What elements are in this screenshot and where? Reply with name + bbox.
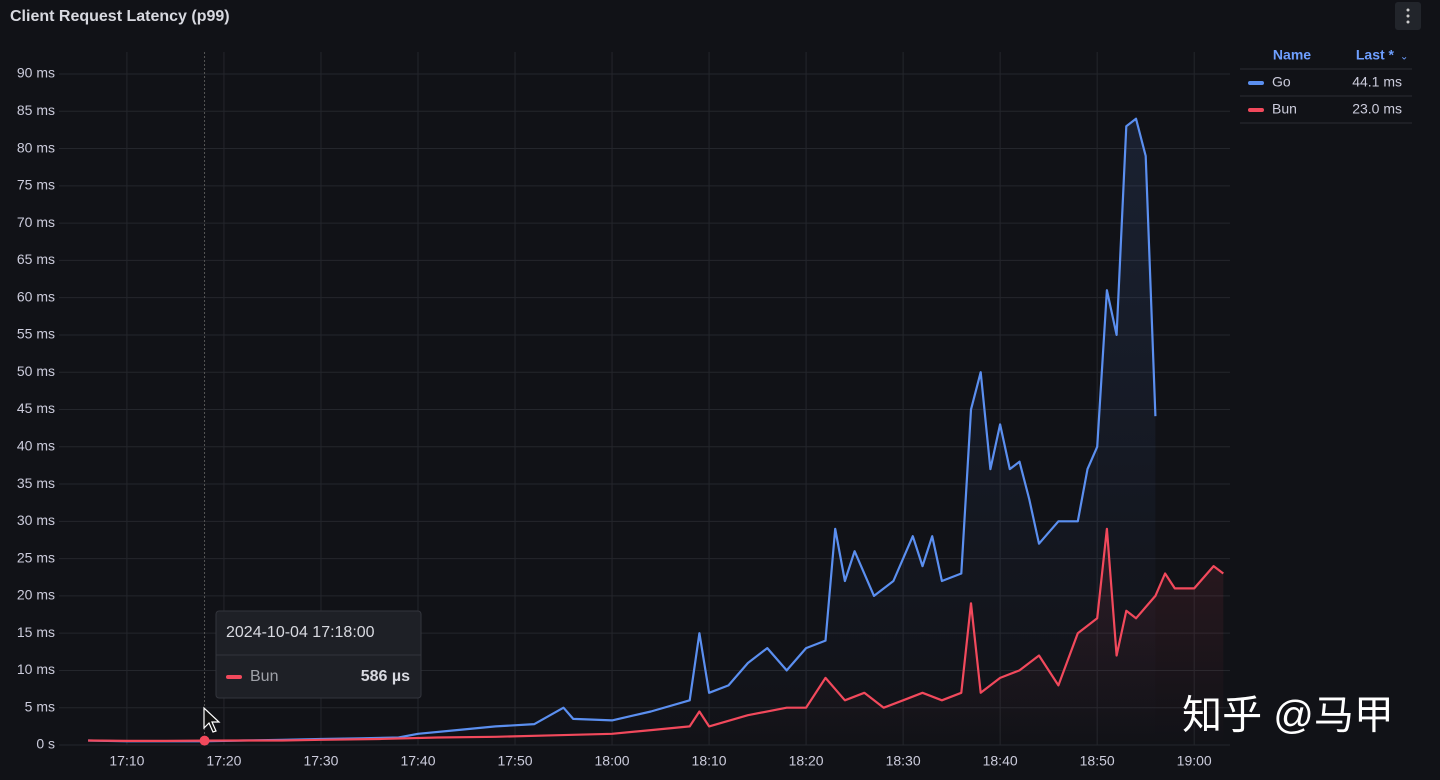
x-tick-label: 17:40 <box>400 753 435 769</box>
x-tick-label: 18:20 <box>789 753 824 769</box>
y-tick-label: 40 ms <box>17 437 55 453</box>
x-tick-label: 18:50 <box>1080 753 1115 769</box>
x-tick-label: 19:00 <box>1177 753 1212 769</box>
y-tick-label: 70 ms <box>17 214 55 230</box>
legend-last: 23.0 ms <box>1352 101 1402 117</box>
x-tick-label: 17:30 <box>303 753 338 769</box>
y-tick-label: 50 ms <box>17 363 55 379</box>
sort-icon: ⌄ <box>1400 52 1408 63</box>
x-tick-label: 17:10 <box>109 753 144 769</box>
y-tick-label: 85 ms <box>17 102 55 118</box>
menu-dot <box>1406 8 1410 12</box>
mouse-cursor <box>203 706 221 733</box>
y-tick-label: 75 ms <box>17 177 55 193</box>
y-tick-label: 45 ms <box>17 400 55 416</box>
x-tick-label: 18:30 <box>886 753 921 769</box>
tooltip-value: 586 µs <box>361 668 410 685</box>
legend-header: Name <box>1273 47 1311 63</box>
series-line <box>88 527 1224 742</box>
x-tick-label: 18:10 <box>692 753 727 769</box>
x-tick-label: 17:20 <box>206 753 241 769</box>
legend-name: Go <box>1272 74 1291 90</box>
menu-dot <box>1406 14 1410 18</box>
y-tick-label: 0 s <box>36 736 55 752</box>
area <box>88 118 1156 745</box>
legend-name: Bun <box>1272 101 1297 117</box>
y-tick-label: 35 ms <box>17 475 55 491</box>
y-tick-label: 65 ms <box>17 251 55 267</box>
tooltip-time: 2024-10-04 17:18:00 <box>226 624 375 641</box>
y-tick-label: 10 ms <box>17 661 55 677</box>
panel-title: Client Request Latency (p99) <box>10 8 230 25</box>
tooltip-series: Bun <box>250 668 278 685</box>
hover-point <box>199 735 210 746</box>
legend-last: 44.1 ms <box>1352 74 1402 90</box>
y-tick-label: 30 ms <box>17 512 55 528</box>
series-line <box>88 117 1157 743</box>
y-tick-label: 80 ms <box>17 139 55 155</box>
y-tick-label: 20 ms <box>17 587 55 603</box>
y-tick-label: 5 ms <box>25 698 55 714</box>
menu-dot <box>1406 20 1410 24</box>
y-tick-label: 25 ms <box>17 549 55 565</box>
x-tick-label: 18:40 <box>983 753 1018 769</box>
watermark: 知乎 @马甲 <box>1182 694 1394 738</box>
legend-header: Last * <box>1356 47 1395 63</box>
y-tick-label: 60 ms <box>17 288 55 304</box>
x-tick-label: 17:50 <box>497 753 532 769</box>
y-tick-label: 90 ms <box>17 65 55 81</box>
y-tick-label: 55 ms <box>17 326 55 342</box>
x-tick-label: 18:00 <box>595 753 630 769</box>
area <box>88 528 1224 745</box>
y-tick-label: 15 ms <box>17 624 55 640</box>
